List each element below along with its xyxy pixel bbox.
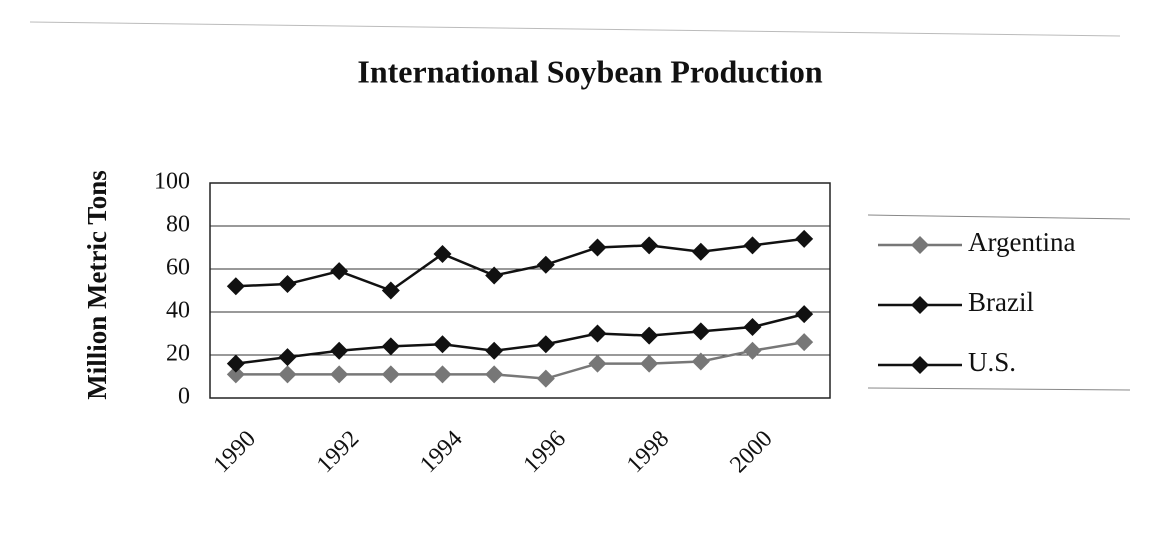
legend-marker [911,356,929,374]
y-axis-label: Million Metric Tons [82,170,112,400]
legend-edge [867,214,1131,220]
data-point [330,365,349,384]
legend-label: U.S. [968,347,1016,377]
data-point [691,322,710,341]
data-point [536,369,555,388]
data-point [691,242,710,261]
data-point [330,341,349,360]
data-point [433,365,452,384]
y-tick-label: 60 [166,255,190,281]
data-point [433,244,452,263]
legend-label: Brazil [968,287,1034,317]
legend-label: Argentina [968,227,1075,257]
data-point [588,324,607,343]
data-point [278,348,297,367]
y-tick-label: 80 [166,212,190,238]
x-tick-label: 2000 [725,426,777,478]
data-point [485,341,504,360]
data-point [330,262,349,281]
data-point [536,255,555,274]
data-point [743,236,762,255]
data-point [381,281,400,300]
data-point [433,335,452,354]
scan-edge [29,21,1121,37]
x-tick-label: 1990 [209,426,261,478]
legend-marker [911,236,929,254]
plot-frame [209,182,831,399]
x-tick-label: 1996 [519,426,571,478]
data-point [588,238,607,257]
data-point [278,365,297,384]
x-tick-label: 1998 [622,426,674,478]
data-point [278,275,297,294]
data-point [226,365,245,384]
data-point [795,333,814,352]
y-tick-label: 40 [166,298,190,324]
data-point [795,229,814,248]
y-tick-label: 100 [154,169,190,195]
data-point [640,354,659,373]
data-point [640,326,659,345]
y-tick-label: 0 [178,384,190,410]
legend-marker [911,296,929,314]
data-point [226,277,245,296]
chart-title: International Soybean Production [357,53,822,89]
series-line [235,312,805,365]
series-line [235,237,805,292]
data-point [691,352,710,371]
data-point [381,337,400,356]
y-tick-label: 20 [166,341,190,367]
data-point [743,341,762,360]
data-point [485,266,504,285]
x-tick-label: 1992 [312,426,364,478]
x-tick-label: 1994 [415,426,467,478]
data-point [795,305,814,324]
data-point [485,365,504,384]
data-point [381,365,400,384]
legend-edge [867,387,1131,391]
data-point [536,335,555,354]
data-point [743,318,762,337]
data-point [588,354,607,373]
data-point [226,354,245,373]
data-point [640,236,659,255]
